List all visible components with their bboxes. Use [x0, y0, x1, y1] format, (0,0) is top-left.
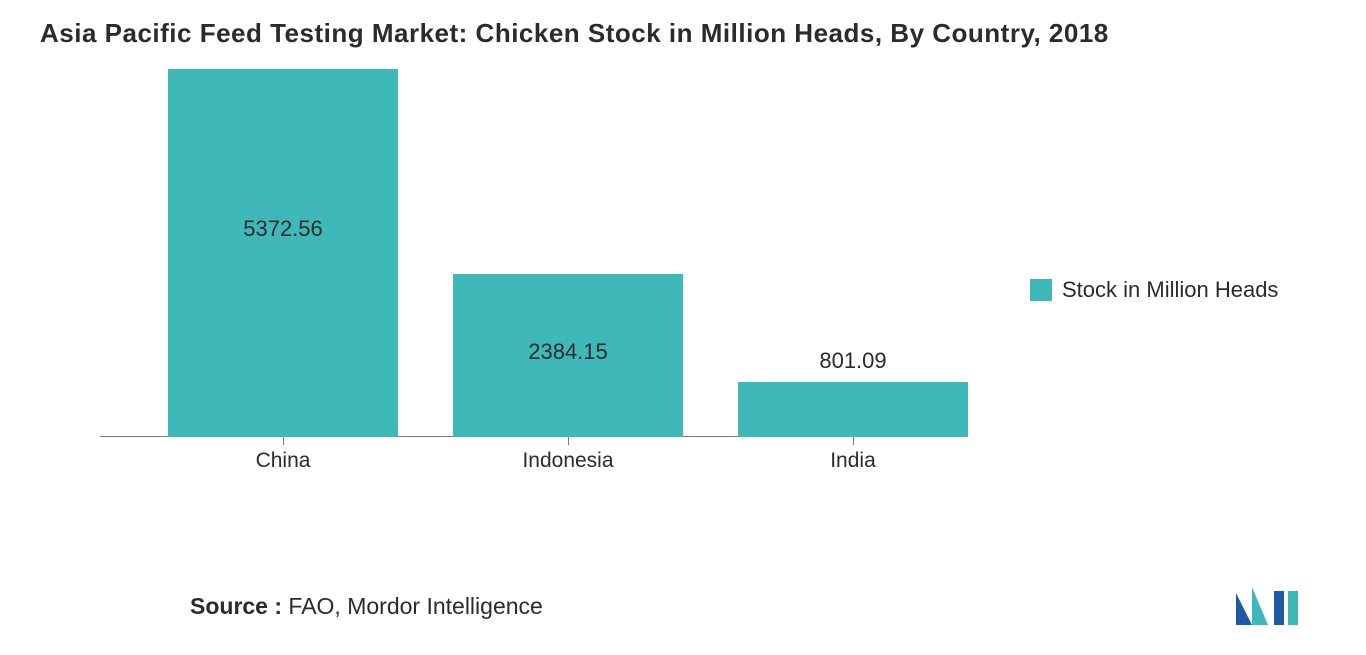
footer: Source : FAO, Mordor Intelligence [0, 585, 1366, 627]
bar-group: 2384.15 [453, 274, 683, 437]
brand-logo [1234, 585, 1304, 627]
legend-area: Stock in Million Heads [960, 67, 1326, 497]
x-axis-tick [853, 437, 854, 445]
legend-swatch [1030, 279, 1052, 301]
legend-label: Stock in Million Heads [1062, 277, 1278, 303]
x-axis-tick [568, 437, 569, 445]
chart-container: Asia Pacific Feed Testing Market: Chicke… [0, 0, 1366, 655]
source-text: FAO, Mordor Intelligence [282, 593, 543, 619]
chart-title: Asia Pacific Feed Testing Market: Chicke… [40, 18, 1326, 49]
category-label: India [738, 449, 968, 473]
legend: Stock in Million Heads [1030, 277, 1278, 303]
bar-group: 801.09 [738, 382, 968, 437]
logo-icon [1234, 585, 1304, 627]
x-axis-tick [283, 437, 284, 445]
plot-area: 5372.56China2384.15Indonesia801.09India [40, 67, 960, 497]
source-line: Source : FAO, Mordor Intelligence [190, 593, 543, 620]
source-label: Source : [190, 593, 282, 619]
bar-value-label: 2384.15 [453, 339, 683, 365]
bar-value-label: 801.09 [738, 348, 968, 374]
bar [738, 382, 968, 437]
bar [168, 69, 398, 437]
category-label: China [168, 449, 398, 473]
chart-area: 5372.56China2384.15Indonesia801.09India … [40, 67, 1326, 497]
bar-group: 5372.56 [168, 69, 398, 437]
bar-value-label: 5372.56 [168, 216, 398, 242]
category-label: Indonesia [453, 449, 683, 473]
